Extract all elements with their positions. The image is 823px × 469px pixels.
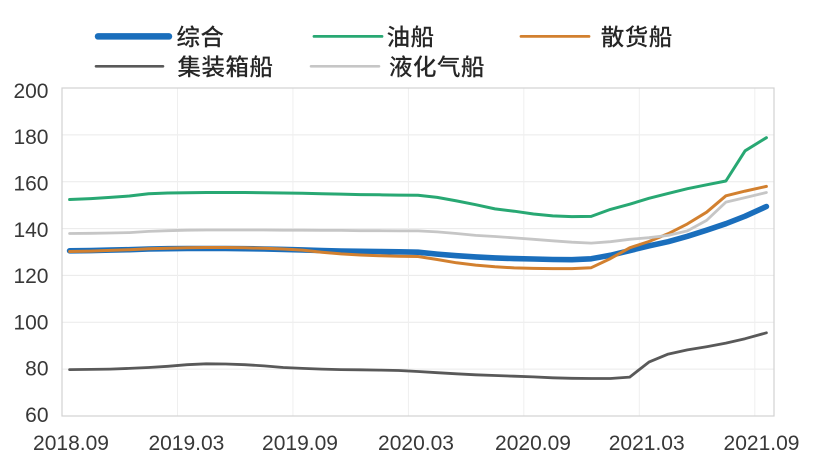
svg-text:2021.09: 2021.09 (724, 432, 800, 455)
svg-text:180: 180 (13, 126, 48, 149)
svg-text:2019.03: 2019.03 (148, 432, 224, 455)
svg-text:2019.09: 2019.09 (262, 432, 338, 455)
svg-text:80: 80 (25, 358, 48, 381)
svg-text:2021.03: 2021.03 (609, 432, 685, 455)
svg-text:2020.03: 2020.03 (378, 432, 454, 455)
svg-text:60: 60 (25, 404, 48, 427)
svg-text:200: 200 (13, 80, 48, 103)
svg-text:160: 160 (13, 173, 48, 196)
svg-text:120: 120 (13, 265, 48, 288)
svg-text:2018.09: 2018.09 (33, 432, 109, 455)
svg-text:140: 140 (13, 219, 48, 242)
svg-text:2020.09: 2020.09 (495, 432, 571, 455)
svg-text:100: 100 (13, 311, 48, 334)
